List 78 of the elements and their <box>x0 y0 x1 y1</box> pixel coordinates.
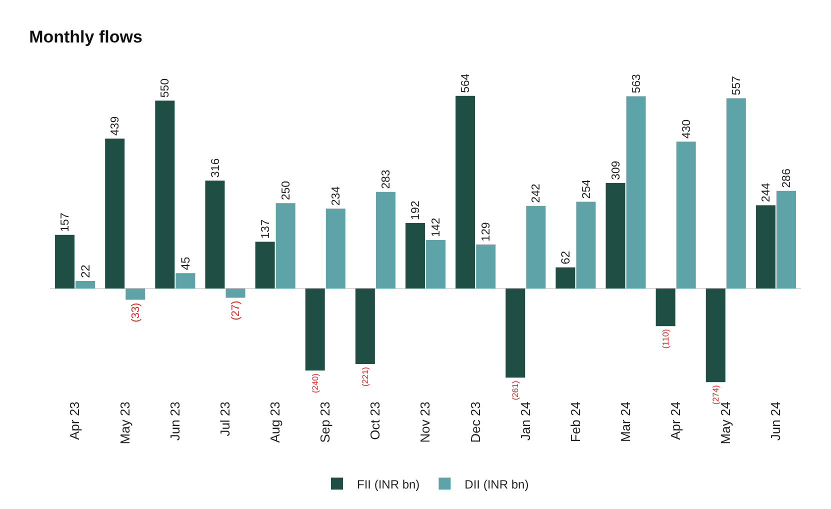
data-label: 283 <box>380 170 393 189</box>
bar <box>606 182 626 289</box>
bar <box>76 281 96 289</box>
bar <box>576 202 596 289</box>
x-tick-label: Jan 24 <box>518 402 533 441</box>
data-label: 45 <box>178 256 192 270</box>
data-label: 557 <box>730 76 743 96</box>
data-label: 309 <box>610 160 622 180</box>
bar <box>376 192 396 289</box>
data-label: 244 <box>760 182 773 202</box>
bar <box>226 288 246 298</box>
bar <box>176 273 196 289</box>
x-tick-label: Feb 24 <box>568 402 583 442</box>
data-label: 234 <box>330 186 342 206</box>
bar <box>556 267 576 289</box>
bar <box>476 244 496 289</box>
bar <box>756 205 776 289</box>
x-tick-label: Sep 23 <box>318 402 333 443</box>
x-tick-label: Aug 23 <box>268 402 283 443</box>
x-tick-label: Apr 23 <box>67 402 82 440</box>
bar <box>706 288 726 382</box>
data-label: 286 <box>781 168 794 188</box>
data-label: (274) <box>710 384 720 405</box>
data-label: 564 <box>460 73 472 93</box>
bar <box>155 100 175 289</box>
x-tick-label: Mar 24 <box>618 402 633 442</box>
x-tick-label: May 23 <box>117 402 132 444</box>
data-label: 129 <box>480 222 493 242</box>
data-label: 439 <box>110 116 122 136</box>
data-label: (240) <box>310 373 320 393</box>
bar <box>656 288 676 326</box>
data-label: 62 <box>558 250 572 264</box>
x-tick-label: Dec 23 <box>468 402 483 443</box>
data-label: (110) <box>660 328 670 349</box>
data-label: (33) <box>130 302 142 322</box>
data-label: (261) <box>510 380 520 400</box>
bar <box>456 96 476 289</box>
bar <box>676 142 696 289</box>
data-label: 430 <box>680 119 693 139</box>
data-label: 250 <box>280 180 292 200</box>
data-label: (221) <box>360 366 370 386</box>
bar <box>726 98 746 289</box>
data-label: 192 <box>410 200 422 220</box>
data-label: 22 <box>78 264 92 278</box>
x-tick-label: Jun 23 <box>167 402 182 441</box>
data-label: 142 <box>430 218 443 238</box>
data-label: (27) <box>230 300 242 320</box>
bar <box>55 234 75 289</box>
bar <box>405 222 425 289</box>
bar <box>426 240 446 289</box>
x-tick-label: Nov 23 <box>418 402 433 443</box>
bar <box>526 206 546 289</box>
bar <box>626 96 646 289</box>
chart-title: Monthly flows <box>29 27 142 46</box>
bar <box>305 288 325 370</box>
bar <box>105 138 125 289</box>
x-tick-label: Jul 23 <box>217 402 232 436</box>
bar <box>255 242 275 289</box>
data-label: 563 <box>630 74 643 94</box>
bar <box>326 208 346 289</box>
legend-label: FII (INR bn) <box>357 477 420 492</box>
data-label: 242 <box>530 184 543 203</box>
x-tick-label: Jun 24 <box>768 402 784 441</box>
bar <box>126 288 146 300</box>
bar <box>506 288 526 378</box>
bar <box>205 180 225 289</box>
bar <box>355 288 375 364</box>
data-label: 137 <box>260 220 272 239</box>
x-tick-label: May 24 <box>718 402 734 444</box>
data-label: 157 <box>60 212 72 232</box>
x-tick-label: Apr 24 <box>668 402 684 440</box>
data-label: 316 <box>210 158 222 178</box>
x-tick-label: Oct 23 <box>368 402 383 440</box>
bar <box>776 190 796 289</box>
legend-label: DII (INR bn) <box>464 477 529 492</box>
data-label: 254 <box>580 178 593 199</box>
bar <box>276 203 296 289</box>
data-label: 550 <box>160 78 172 98</box>
